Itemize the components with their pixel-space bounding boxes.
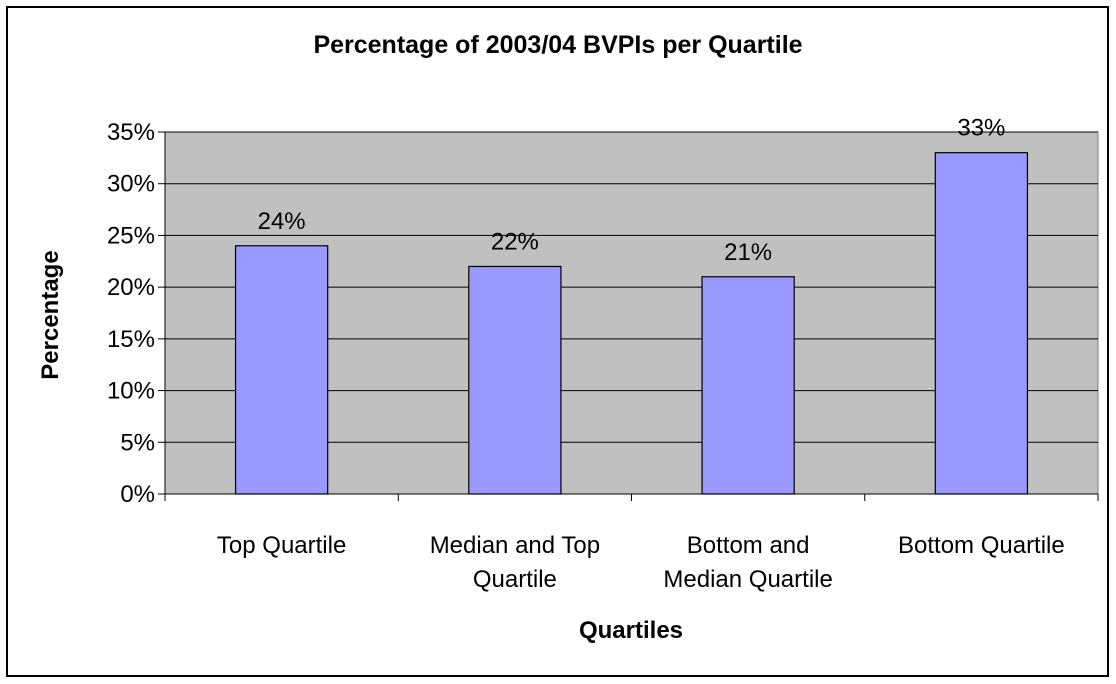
category-label: Bottom and: [687, 532, 810, 559]
y-tick-label: 0%: [120, 481, 155, 508]
data-label: 22%: [491, 228, 539, 255]
data-label: 33%: [957, 115, 1005, 142]
bar: [468, 265, 562, 495]
category-label: Top Quartile: [217, 532, 346, 559]
bar: [934, 152, 1029, 495]
category-label: Quartile: [473, 566, 557, 593]
y-tick-label: 5%: [120, 429, 155, 456]
data-label: 24%: [258, 208, 306, 235]
data-label: 21%: [724, 239, 772, 266]
y-tick-label: 30%: [107, 171, 155, 198]
y-tick-label: 20%: [107, 274, 155, 301]
y-axis-title: Percentage: [37, 250, 64, 379]
category-label: Median and Top: [430, 532, 600, 559]
y-tick-label: 25%: [107, 222, 155, 249]
bar: [701, 276, 795, 495]
y-tick-label: 15%: [107, 326, 155, 353]
chart-title: Percentage of 2003/04 BVPIs per Quartile: [313, 31, 802, 59]
category-label: Median Quartile: [663, 566, 832, 593]
y-tick-label: 10%: [107, 378, 155, 405]
category-label: Bottom Quartile: [898, 532, 1065, 559]
y-tick-label: 35%: [107, 119, 155, 146]
bar: [234, 245, 329, 495]
x-axis-title: Quartiles: [579, 617, 683, 644]
